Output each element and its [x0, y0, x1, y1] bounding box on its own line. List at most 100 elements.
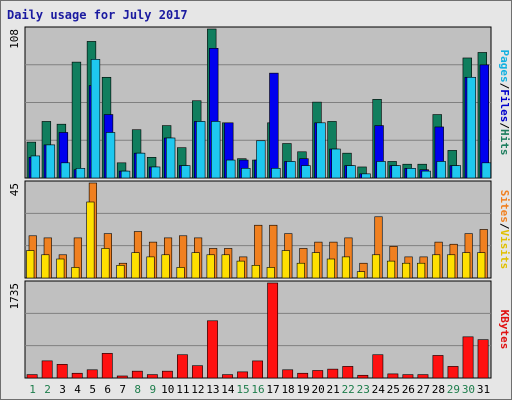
kbytes-bar: [417, 374, 429, 379]
kbytes-bar: [432, 355, 444, 379]
sites-bar: [326, 258, 335, 279]
sites-bar: [26, 250, 35, 279]
kbytes-bar: [372, 354, 384, 379]
sites-bar: [236, 260, 245, 279]
x-tick-label: 13: [206, 383, 219, 396]
kbytes-bar: [237, 371, 248, 379]
x-tick-label: 18: [281, 383, 294, 396]
sites-bar: [86, 201, 95, 279]
pages-bar: [421, 170, 431, 179]
x-tick-label: 25: [387, 383, 400, 396]
sites-bar: [462, 252, 471, 279]
x-tick-label: 8: [134, 383, 141, 396]
sites-bar: [311, 252, 320, 279]
kbytes-bar: [327, 368, 339, 379]
pages-bar: [331, 148, 341, 179]
pages-bar: [481, 162, 491, 179]
x-tick-label: 14: [221, 383, 235, 396]
x-tick-label: 7: [119, 383, 126, 396]
sites-bar: [266, 267, 275, 279]
bars: [26, 182, 488, 279]
sites-bar: [296, 262, 305, 279]
sites-bar: [176, 267, 185, 279]
legend-hits-files-pages: Pages/Files/Hits: [498, 50, 511, 156]
sites-bar: [116, 265, 125, 279]
y-max-label: 108: [8, 29, 21, 49]
x-tick-label: 21: [327, 383, 340, 396]
x-tick-label: 4: [74, 383, 81, 396]
pages-bar: [165, 137, 176, 179]
pages-bar: [181, 165, 191, 179]
panel-kbytes: 1735 KBytes: [8, 280, 511, 379]
kbytes-bar: [267, 282, 279, 379]
sites-bar: [101, 248, 110, 279]
pages-bar: [120, 170, 131, 179]
sites-bar: [191, 252, 200, 279]
sites-bar: [281, 250, 290, 279]
kbytes-bar: [177, 354, 188, 379]
sites-bar: [146, 256, 155, 279]
kbytes-bar: [86, 369, 98, 379]
legend-entry: Hits: [498, 129, 511, 156]
pages-bar: [196, 121, 206, 179]
sites-bar: [432, 254, 441, 279]
sites-bar: [56, 258, 65, 279]
kbytes-bar: [131, 370, 143, 379]
kbytes-bar: [101, 353, 113, 379]
x-tick-label: 16: [251, 383, 264, 396]
pages-bar: [391, 165, 401, 179]
panel-visits-sites: 45 Sites/Visits: [8, 180, 511, 279]
pages-bar: [135, 152, 146, 179]
kbytes-bar: [282, 369, 294, 379]
sites-bar: [447, 254, 456, 279]
legend-entry: Files: [498, 89, 511, 122]
legend-kbytes: KBytes: [498, 310, 511, 350]
x-tick-label: 19: [296, 383, 309, 396]
kbytes-bar: [312, 370, 324, 379]
x-tick-label: 2: [44, 383, 51, 396]
kbytes-bar: [252, 360, 264, 379]
x-tick-label: 9: [149, 383, 156, 396]
legend-entry: Sites: [498, 190, 511, 223]
panels: 108Pages/Files/Hits45Sites/Visits1735KBy…: [8, 26, 511, 379]
sites-bar: [41, 254, 50, 279]
sites-bar: [402, 262, 411, 279]
kbytes-bar: [297, 372, 309, 379]
pages-bar: [316, 122, 326, 179]
legend-entry: /: [498, 122, 511, 129]
hits-bar: [71, 61, 82, 179]
sites-bar: [131, 252, 140, 279]
pages-bar: [241, 168, 251, 179]
kbytes-bar: [447, 366, 459, 379]
kbytes-bar: [146, 374, 158, 379]
kbytes-bar: [477, 339, 489, 379]
legend-entry: /: [498, 83, 511, 90]
kbytes-bar: [161, 370, 173, 379]
x-tick-label: 28: [432, 383, 445, 396]
x-tick-label: 3: [59, 383, 66, 396]
x-tick-label: 23: [357, 383, 370, 396]
x-tick-label: 5: [89, 383, 96, 396]
sites-bar: [341, 256, 350, 279]
x-tick-label: 12: [191, 383, 204, 396]
panel-hits-files-pages: 108 Pages/Files/Hits: [8, 26, 511, 179]
y-max-label: 1735: [8, 283, 21, 310]
sites-bar: [71, 267, 80, 279]
pages-bar: [301, 165, 311, 179]
kbytes-bar: [207, 320, 218, 379]
kbytes-bar: [26, 374, 38, 379]
kbytes-bar: [116, 375, 128, 379]
sites-bar: [221, 254, 230, 279]
gridlines: [25, 312, 491, 347]
pages-bar: [271, 168, 281, 179]
sites-bar: [477, 252, 486, 279]
pages-bar: [376, 161, 386, 179]
sites-bar: [417, 262, 426, 279]
x-tick-label: 17: [266, 383, 279, 396]
kbytes-bar: [41, 360, 53, 379]
y-max-label: 45: [8, 183, 21, 196]
x-tick-label: 24: [372, 383, 386, 396]
pages-bar: [45, 144, 56, 179]
bars: [26, 282, 489, 379]
